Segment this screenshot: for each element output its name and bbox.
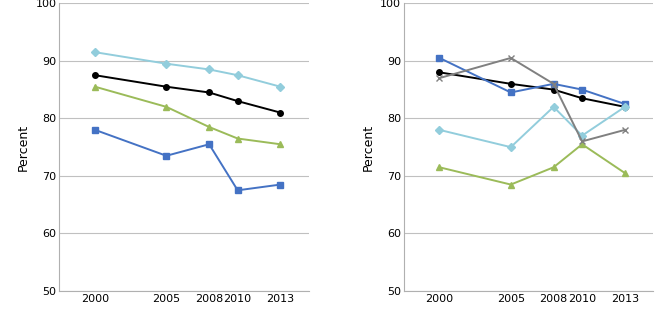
Any College [162, 62, 170, 66]
Line: High School Grad: High School Grad [92, 84, 283, 147]
<High School [234, 188, 242, 192]
High School Grad [91, 85, 99, 89]
White [507, 82, 515, 86]
Line: Black: Black [437, 55, 628, 107]
White [550, 88, 558, 92]
Asian [578, 142, 586, 146]
White [436, 70, 444, 74]
Y-axis label: Percent: Percent [17, 124, 30, 171]
AI/AN [578, 134, 586, 138]
Asian [507, 182, 515, 186]
<High School [277, 182, 284, 186]
AI/AN [621, 105, 629, 109]
Black [507, 91, 515, 95]
>1 Race [578, 139, 586, 143]
>1 Race [507, 56, 515, 60]
Black [621, 102, 629, 106]
Any College [91, 50, 99, 54]
<High School [205, 142, 213, 146]
High School Grad [277, 142, 284, 146]
Line: Total: Total [92, 73, 283, 115]
Y-axis label: Percent: Percent [362, 124, 374, 171]
Black [550, 82, 558, 86]
AI/AN [507, 145, 515, 149]
High School Grad [162, 105, 170, 109]
AI/AN [436, 128, 444, 132]
Any College [234, 73, 242, 77]
Line: AI/AN: AI/AN [437, 104, 628, 150]
Any College [277, 85, 284, 89]
Line: Asian: Asian [437, 142, 628, 187]
>1 Race [436, 76, 444, 80]
Total [234, 99, 242, 103]
White [621, 105, 629, 109]
Line: White: White [437, 70, 628, 110]
>1 Race [621, 128, 629, 132]
Line: >1 Race: >1 Race [437, 55, 628, 144]
<High School [162, 154, 170, 158]
Line: Any College: Any College [92, 49, 283, 90]
High School Grad [205, 125, 213, 129]
Total [91, 73, 99, 77]
Black [578, 88, 586, 92]
AI/AN [550, 105, 558, 109]
Any College [205, 67, 213, 71]
Asian [621, 171, 629, 175]
Total [162, 85, 170, 89]
<High School [91, 128, 99, 132]
Line: <High School: <High School [92, 127, 283, 193]
White [578, 96, 586, 100]
Total [277, 111, 284, 114]
High School Grad [234, 137, 242, 141]
Total [205, 91, 213, 95]
Asian [550, 165, 558, 169]
>1 Race [550, 82, 558, 86]
Asian [436, 165, 444, 169]
Black [436, 56, 444, 60]
